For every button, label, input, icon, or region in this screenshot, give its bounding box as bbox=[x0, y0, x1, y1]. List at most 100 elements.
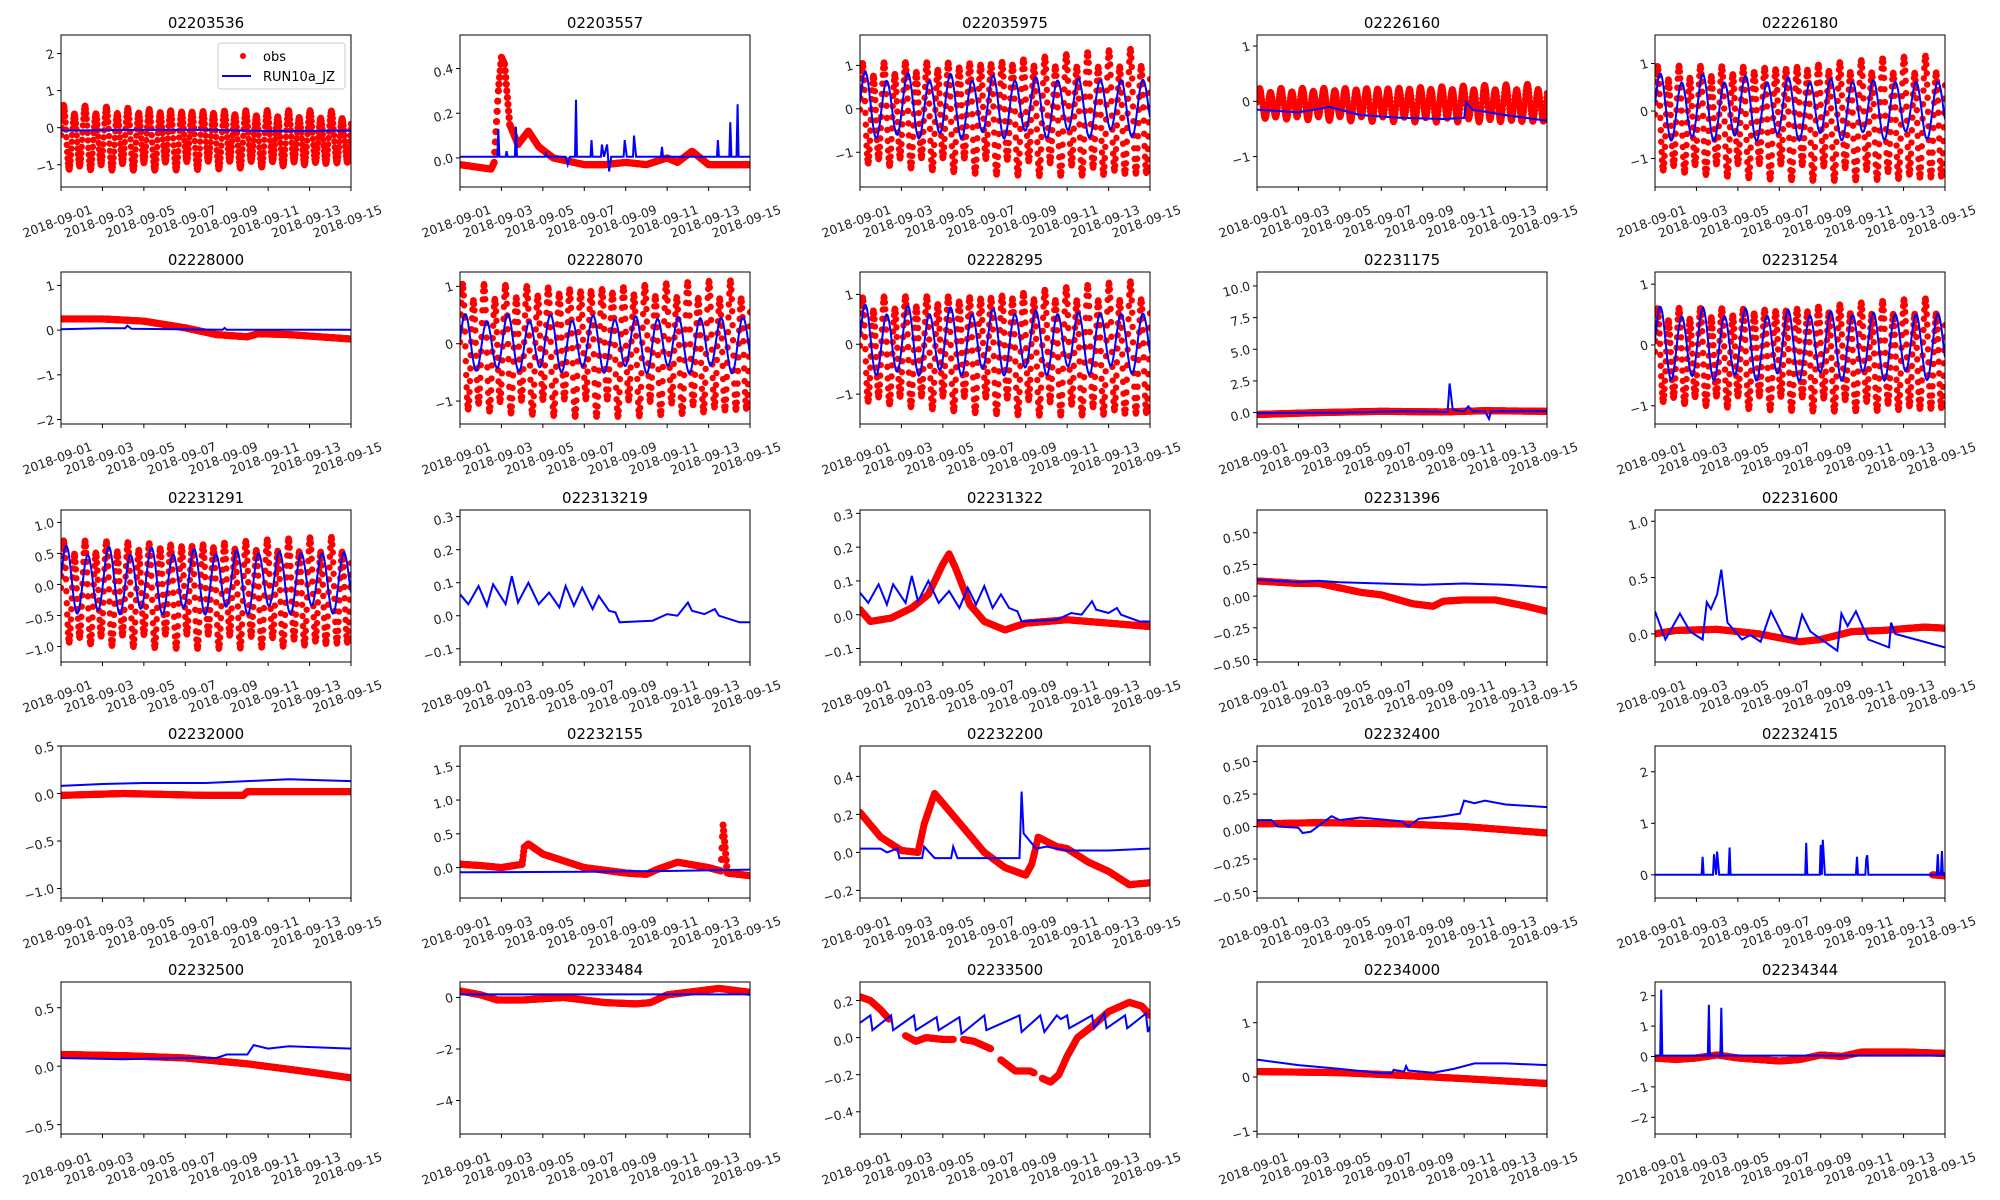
obs-point bbox=[1032, 99, 1040, 107]
obs-point bbox=[1939, 160, 1945, 167]
obs-point bbox=[330, 131, 338, 139]
y-tick-label: −1 bbox=[34, 367, 56, 386]
obs-point bbox=[494, 97, 502, 105]
obs-point bbox=[1016, 150, 1023, 157]
obs-point bbox=[1064, 66, 1071, 74]
obs-point bbox=[685, 290, 692, 297]
obs-point bbox=[515, 343, 523, 350]
obs-point bbox=[169, 121, 176, 129]
obs-point bbox=[72, 115, 79, 123]
obs-point bbox=[995, 130, 1002, 138]
obs-point bbox=[1138, 71, 1146, 79]
obs-point bbox=[682, 326, 689, 333]
obs-point bbox=[993, 407, 1001, 415]
obs-point bbox=[936, 325, 943, 332]
obs-point bbox=[552, 363, 560, 370]
obs-point bbox=[88, 161, 95, 168]
obs-point bbox=[1015, 167, 1022, 174]
obs-point bbox=[972, 168, 979, 176]
obs-point bbox=[105, 132, 113, 140]
obs-point bbox=[639, 310, 647, 318]
obs-point bbox=[676, 356, 683, 363]
obs-point bbox=[665, 336, 672, 343]
obs-point bbox=[1789, 167, 1796, 175]
obs-point bbox=[1785, 121, 1793, 128]
obs-point bbox=[493, 329, 501, 336]
obs-point bbox=[740, 338, 747, 345]
obs-point bbox=[867, 127, 874, 134]
obs-point bbox=[669, 383, 677, 391]
obs-point bbox=[713, 369, 720, 377]
obs-point bbox=[893, 333, 901, 341]
obs-point bbox=[1109, 139, 1116, 146]
obs-point bbox=[1757, 148, 1764, 155]
obs-point bbox=[476, 385, 484, 392]
obs-point bbox=[520, 365, 527, 373]
obs-point bbox=[497, 390, 505, 397]
obs-point bbox=[1714, 152, 1721, 159]
obs-point bbox=[647, 397, 654, 404]
obs-point bbox=[1145, 133, 1150, 140]
obs-point bbox=[935, 81, 943, 88]
obs-point bbox=[288, 133, 295, 140]
obs-point bbox=[120, 155, 127, 162]
obs-point bbox=[1865, 141, 1872, 149]
obs-point bbox=[872, 332, 879, 340]
obs-point bbox=[243, 113, 251, 120]
obs-point bbox=[888, 125, 896, 132]
obs-point bbox=[1870, 100, 1877, 108]
obs-point bbox=[569, 360, 576, 367]
obs-point bbox=[902, 61, 910, 68]
obs-point bbox=[329, 120, 337, 127]
obs-point bbox=[1934, 97, 1942, 104]
obs-point bbox=[1070, 136, 1077, 144]
obs-point bbox=[175, 134, 183, 141]
obs-point bbox=[593, 409, 601, 417]
obs-point bbox=[1001, 106, 1008, 113]
obs-point bbox=[1660, 164, 1667, 172]
obs-point bbox=[967, 62, 974, 70]
obs-point bbox=[1068, 159, 1076, 167]
obs-point bbox=[494, 87, 502, 95]
obs-point bbox=[498, 370, 506, 377]
obs-point bbox=[509, 372, 517, 379]
obs-point bbox=[969, 111, 976, 118]
obs-point bbox=[482, 295, 489, 303]
obs-point bbox=[1812, 130, 1819, 138]
obs-point bbox=[259, 154, 267, 162]
obs-point bbox=[313, 150, 321, 157]
obs-point bbox=[663, 288, 671, 295]
obs-point bbox=[531, 368, 538, 375]
obs-point bbox=[1119, 127, 1126, 135]
obs-point bbox=[1682, 151, 1690, 159]
obs-point bbox=[168, 116, 176, 123]
obs-point bbox=[1861, 134, 1868, 141]
obs-point bbox=[77, 155, 85, 162]
y-tick-label: −1 bbox=[1230, 149, 1252, 168]
obs-point bbox=[325, 141, 332, 148]
obs-point bbox=[557, 301, 564, 308]
obs-point bbox=[1811, 143, 1819, 151]
obs-point bbox=[1036, 170, 1044, 177]
obs-point bbox=[195, 157, 203, 164]
obs-point bbox=[979, 339, 987, 347]
obs-point bbox=[983, 386, 990, 394]
obs-point bbox=[1828, 131, 1836, 138]
obs-point bbox=[562, 371, 570, 378]
obs-point bbox=[1039, 92, 1046, 99]
y-tick-label: 0 bbox=[843, 101, 855, 118]
obs-point bbox=[535, 295, 542, 302]
obs-point bbox=[578, 301, 585, 308]
obs-point bbox=[488, 375, 495, 382]
obs-point bbox=[281, 152, 288, 159]
obs-point bbox=[627, 375, 634, 383]
obs-point bbox=[1817, 113, 1825, 121]
obs-point bbox=[1742, 110, 1749, 118]
subplot-02228295: 02228295−1012018-09-012018-09-032018-09-… bbox=[820, 251, 1183, 478]
obs-point bbox=[276, 122, 283, 130]
obs-point bbox=[1144, 156, 1150, 163]
obs-point bbox=[728, 286, 735, 293]
obs-point bbox=[733, 404, 740, 412]
obs-point bbox=[1764, 129, 1771, 136]
obs-point bbox=[142, 143, 150, 150]
